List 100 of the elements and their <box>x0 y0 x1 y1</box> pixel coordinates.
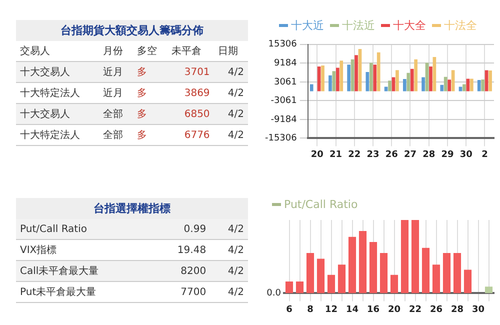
bar <box>376 52 380 92</box>
text: 4/2 <box>228 224 244 234</box>
bar <box>396 70 399 92</box>
bar <box>484 70 488 92</box>
series-label: Put/Call Ratio <box>283 198 358 211</box>
text: 3701 <box>184 66 210 78</box>
bar <box>402 79 406 92</box>
bar <box>477 80 481 92</box>
bar <box>453 252 462 294</box>
bar <box>442 252 451 294</box>
bar <box>406 72 410 92</box>
bar <box>388 80 392 92</box>
text: 8200 <box>180 266 206 276</box>
x-tick-label: 21 <box>330 150 342 160</box>
x-tick-label: 2 <box>482 150 488 160</box>
y-tick-label: 15306 <box>268 40 298 50</box>
bar <box>317 66 321 92</box>
bar <box>384 86 388 92</box>
x-tick-label: 22 <box>408 304 422 315</box>
x-tick-label: 23 <box>366 150 380 160</box>
legend-label: 十大全 <box>392 19 426 32</box>
bar <box>464 270 472 294</box>
legend-label: 十法全 <box>443 19 477 32</box>
text: 台指選擇權指標 <box>16 198 248 219</box>
text: 3869 <box>184 88 210 98</box>
text: 6776 <box>184 130 210 140</box>
text: 多 <box>137 130 148 141</box>
text: 4/2 <box>228 266 244 276</box>
bar <box>414 59 418 92</box>
bar <box>392 77 396 92</box>
text: 4/2 <box>228 108 244 120</box>
bar <box>410 68 414 92</box>
text: 全部 <box>103 109 124 120</box>
category-label: 十大特定法人 <box>20 130 80 141</box>
text: 4/2 <box>228 286 244 298</box>
x-tick-label: 22 <box>348 150 361 160</box>
bar <box>458 86 462 92</box>
text: 全部 <box>103 130 124 141</box>
y-tick-label: 3061 <box>274 77 297 88</box>
category-label: Call未平倉最大量 <box>20 266 99 277</box>
category-label: 月份 <box>99 41 134 62</box>
x-tick-label: 20 <box>310 150 324 160</box>
bar <box>358 49 362 92</box>
x-tick-label: 26 <box>430 304 443 315</box>
bar <box>336 68 340 92</box>
bar <box>369 242 378 294</box>
category-label: 日期 <box>214 41 248 62</box>
bar <box>354 55 358 92</box>
bar <box>432 264 440 294</box>
x-tick-label: 6 <box>286 304 292 315</box>
text: 4/2 <box>228 244 244 256</box>
x-tick-label: 30 <box>460 150 472 160</box>
bar <box>411 220 420 294</box>
bar <box>328 75 332 92</box>
y-tick-label: -9184 <box>270 114 298 125</box>
category-label: 未平倉 <box>167 41 214 62</box>
category-label: VIX指標 <box>20 245 57 256</box>
bar <box>358 230 367 294</box>
x-tick-label: 28 <box>450 304 464 315</box>
legend-label: 十大近 <box>290 19 324 32</box>
bar <box>429 66 432 92</box>
bar <box>380 252 388 294</box>
bar <box>350 59 354 92</box>
bar <box>338 264 346 294</box>
text: 4/2 <box>228 88 244 98</box>
bar <box>488 70 492 92</box>
bar <box>296 281 304 294</box>
x-tick-label: 16 <box>366 304 380 315</box>
bar <box>390 274 398 294</box>
category-label: 十大交易人 <box>20 109 70 120</box>
x-tick-label: 14 <box>346 304 359 315</box>
category-label: 十大特定法人 <box>20 88 80 99</box>
bar <box>422 77 425 92</box>
x-tick-label: 20 <box>388 304 401 315</box>
bar <box>316 258 325 294</box>
text: 0.99 <box>184 224 206 234</box>
y-tick-label: -3061 <box>270 96 297 106</box>
x-tick-label: 12 <box>324 304 338 315</box>
bar <box>285 281 294 294</box>
x-tick-label: 8 <box>307 304 314 315</box>
bar <box>340 60 344 92</box>
text: 6850 <box>184 108 210 120</box>
text: 台指期貨大額交易人籌碼分佈 <box>16 20 248 41</box>
text: 多 <box>137 88 148 99</box>
category-label: 多空 <box>133 41 168 62</box>
bar <box>366 72 370 92</box>
x-tick-label: 26 <box>385 150 398 160</box>
bar <box>451 70 455 92</box>
bar <box>422 248 430 294</box>
bar <box>448 80 452 92</box>
text: 交易人 <box>16 41 100 62</box>
x-tick-label: 30 <box>472 304 485 315</box>
bar <box>462 84 466 92</box>
bar <box>470 78 474 92</box>
category-label: Put/Call Ratio <box>20 224 88 234</box>
x-tick-label: 27 <box>404 150 417 160</box>
bar <box>306 252 314 294</box>
bar <box>481 79 485 92</box>
text: 多 <box>137 67 148 78</box>
y-tick-label: -15306 <box>264 134 298 144</box>
